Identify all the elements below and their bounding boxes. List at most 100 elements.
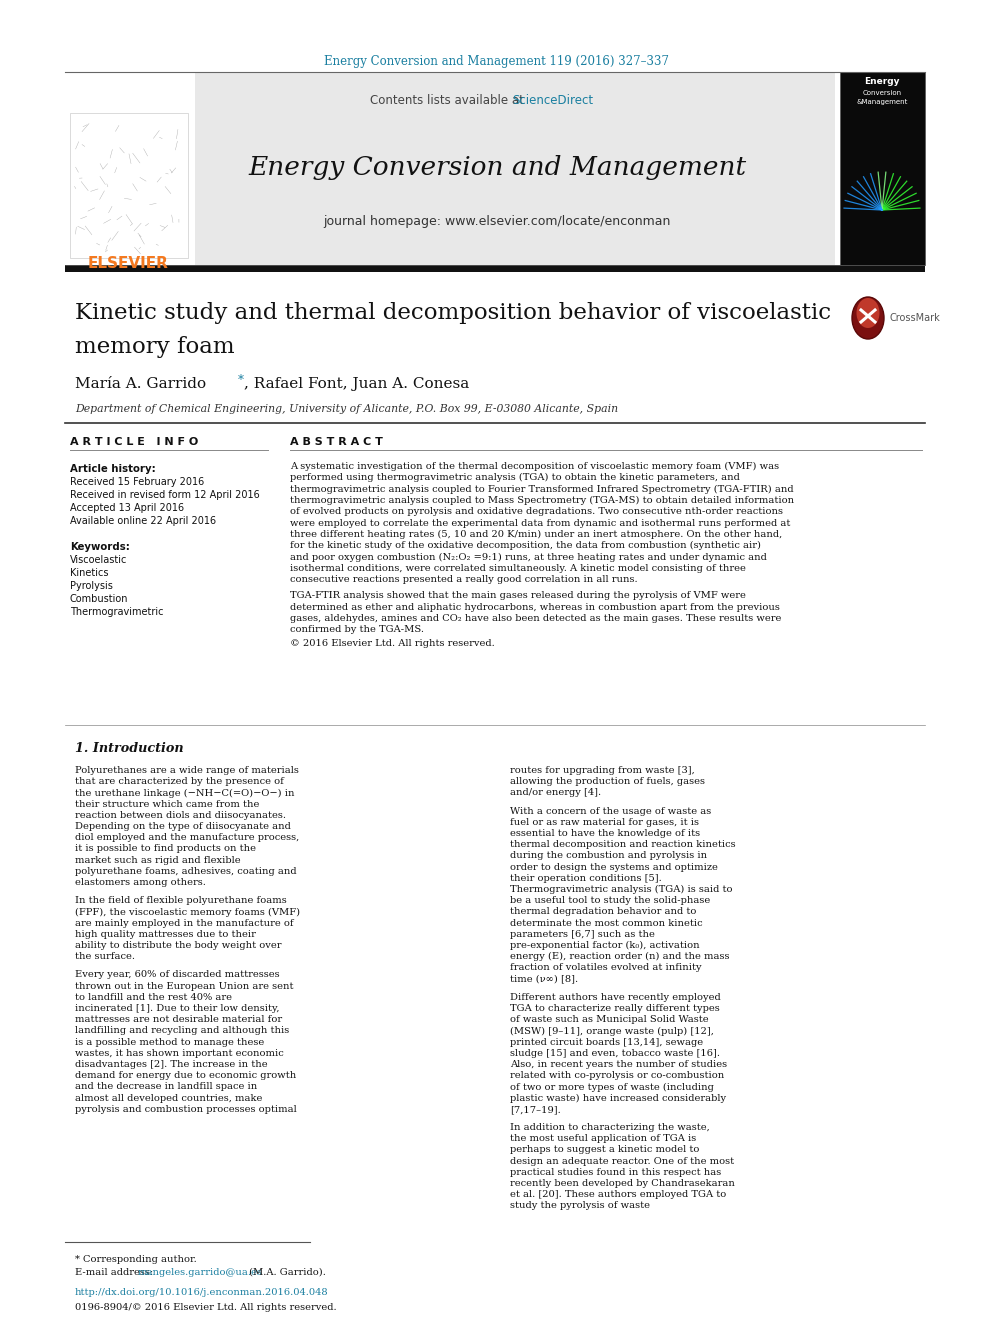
Text: high quality mattresses due to their: high quality mattresses due to their [75,930,256,939]
Text: market such as rigid and flexible: market such as rigid and flexible [75,856,241,865]
Text: journal homepage: www.elsevier.com/locate/enconman: journal homepage: www.elsevier.com/locat… [323,216,671,229]
Text: determined as ether and aliphatic hydrocarbons, whereas in combustion apart from: determined as ether and aliphatic hydroc… [290,602,780,611]
Text: almost all developed countries, make: almost all developed countries, make [75,1094,262,1102]
Text: printed circuit boards [13,14], sewage: printed circuit boards [13,14], sewage [510,1037,703,1046]
Bar [65,265,925,273]
Text: the surface.: the surface. [75,953,135,962]
Text: Depending on the type of diisocyanate and: Depending on the type of diisocyanate an… [75,822,291,831]
Text: plastic waste) have increased considerably: plastic waste) have increased considerab… [510,1094,726,1103]
Text: determinate the most common kinetic: determinate the most common kinetic [510,918,702,927]
Bar [195,71,835,265]
Text: Thermogravimetric: Thermogravimetric [70,607,164,617]
Text: (FPF), the viscoelastic memory foams (VMF): (FPF), the viscoelastic memory foams (VM… [75,908,301,917]
Text: Available online 22 April 2016: Available online 22 April 2016 [70,516,216,527]
Text: , Rafael Font, Juan A. Conesa: , Rafael Font, Juan A. Conesa [244,377,469,392]
Text: mattresses are not desirable material for: mattresses are not desirable material fo… [75,1015,282,1024]
Text: With a concern of the usage of waste as: With a concern of the usage of waste as [510,807,711,815]
Text: polyurethane foams, adhesives, coating and: polyurethane foams, adhesives, coating a… [75,867,297,876]
Text: CrossMark: CrossMark [890,314,940,323]
Text: of waste such as Municipal Solid Waste: of waste such as Municipal Solid Waste [510,1015,708,1024]
Text: Different authors have recently employed: Different authors have recently employed [510,992,721,1002]
Text: Energy: Energy [864,78,900,86]
Text: (MSW) [9–11], orange waste (pulp) [12],: (MSW) [9–11], orange waste (pulp) [12], [510,1027,714,1036]
Text: be a useful tool to study the solid-phase: be a useful tool to study the solid-phas… [510,896,710,905]
Text: 1. Introduction: 1. Introduction [75,741,184,754]
Text: ability to distribute the body weight over: ability to distribute the body weight ov… [75,941,282,950]
Text: reaction between diols and diisocyanates.: reaction between diols and diisocyanates… [75,811,286,820]
Text: for the kinetic study of the oxidative decomposition, the data from combustion (: for the kinetic study of the oxidative d… [290,541,761,550]
Text: Contents lists available at: Contents lists available at [370,94,528,106]
Text: demand for energy due to economic growth: demand for energy due to economic growth [75,1072,297,1080]
Text: Kinetics: Kinetics [70,568,108,578]
Text: In addition to characterizing the waste,: In addition to characterizing the waste, [510,1123,709,1132]
Text: during the combustion and pyrolysis in: during the combustion and pyrolysis in [510,852,707,860]
Text: Accepted 13 April 2016: Accepted 13 April 2016 [70,503,185,513]
Text: thrown out in the European Union are sent: thrown out in the European Union are sen… [75,982,294,991]
Text: *: * [238,374,244,388]
Text: Every year, 60% of discarded mattresses: Every year, 60% of discarded mattresses [75,970,280,979]
Text: * Corresponding author.: * Corresponding author. [75,1256,196,1263]
Text: E-mail address:: E-mail address: [75,1267,157,1277]
Bar [70,112,188,258]
Text: 0196-8904/© 2016 Elsevier Ltd. All rights reserved.: 0196-8904/© 2016 Elsevier Ltd. All right… [75,1303,336,1312]
Text: Received 15 February 2016: Received 15 February 2016 [70,478,204,487]
Text: TGA-FTIR analysis showed that the main gases released during the pyrolysis of VM: TGA-FTIR analysis showed that the main g… [290,591,746,601]
Text: thermal decomposition and reaction kinetics: thermal decomposition and reaction kinet… [510,840,736,849]
Text: that are characterized by the presence of: that are characterized by the presence o… [75,777,284,786]
Text: [7,17–19].: [7,17–19]. [510,1105,560,1114]
Text: isothermal conditions, were correlated simultaneously. A kinetic model consistin: isothermal conditions, were correlated s… [290,564,746,573]
Text: it is possible to find products on the: it is possible to find products on the [75,844,256,853]
Text: (M.A. Garrido).: (M.A. Garrido). [246,1267,326,1277]
Text: and poor oxygen combustion (N₂:O₂ =9:1) runs, at three heating rates and under d: and poor oxygen combustion (N₂:O₂ =9:1) … [290,553,767,561]
Text: related with co-pyrolysis or co-combustion: related with co-pyrolysis or co-combusti… [510,1072,724,1080]
Text: three different heating rates (5, 10 and 20 K/min) under an inert atmosphere. On: three different heating rates (5, 10 and… [290,529,783,538]
Text: Article history:: Article history: [70,464,156,474]
Text: diol employed and the manufacture process,: diol employed and the manufacture proces… [75,833,300,843]
Text: routes for upgrading from waste [3],: routes for upgrading from waste [3], [510,766,694,775]
Text: ELSEVIER: ELSEVIER [87,255,169,270]
Text: María A. Garrido: María A. Garrido [75,377,206,392]
Text: gases, aldehydes, amines and CO₂ have also been detected as the main gases. Thes: gases, aldehydes, amines and CO₂ have al… [290,614,782,623]
Text: and/or energy [4].: and/or energy [4]. [510,789,601,798]
Text: A B S T R A C T: A B S T R A C T [290,437,383,447]
Text: Kinetic study and thermal decomposition behavior of viscoelastic: Kinetic study and thermal decomposition … [75,302,831,324]
Text: practical studies found in this respect has: practical studies found in this respect … [510,1168,721,1176]
Text: is a possible method to manage these: is a possible method to manage these [75,1037,264,1046]
Text: Polyurethanes are a wide range of materials: Polyurethanes are a wide range of materi… [75,766,299,775]
Text: pre-exponential factor (k₀), activation: pre-exponential factor (k₀), activation [510,941,699,950]
Text: wastes, it has shown important economic: wastes, it has shown important economic [75,1049,284,1058]
Text: allowing the production of fuels, gases: allowing the production of fuels, gases [510,777,705,786]
Text: disadvantages [2]. The increase in the: disadvantages [2]. The increase in the [75,1060,268,1069]
Text: their structure which came from the: their structure which came from the [75,799,259,808]
Text: of evolved products on pyrolysis and oxidative degradations. Two consecutive nth: of evolved products on pyrolysis and oxi… [290,507,783,516]
Text: perhaps to suggest a kinetic model to: perhaps to suggest a kinetic model to [510,1146,699,1155]
Text: were employed to correlate the experimental data from dynamic and isothermal run: were employed to correlate the experimen… [290,519,791,528]
Text: TGA to characterize really different types: TGA to characterize really different typ… [510,1004,720,1013]
Text: landfilling and recycling and although this: landfilling and recycling and although t… [75,1027,290,1036]
Text: http://dx.doi.org/10.1016/j.enconman.2016.04.048: http://dx.doi.org/10.1016/j.enconman.201… [75,1289,328,1297]
Text: the most useful application of TGA is: the most useful application of TGA is [510,1134,696,1143]
Text: parameters [6,7] such as the: parameters [6,7] such as the [510,930,655,939]
Bar [840,71,925,265]
Text: essential to have the knowledge of its: essential to have the knowledge of its [510,830,700,837]
Text: Keywords:: Keywords: [70,542,130,552]
Text: Conversion: Conversion [862,90,902,97]
Text: ScienceDirect: ScienceDirect [512,94,593,106]
Text: incinerated [1]. Due to their low density,: incinerated [1]. Due to their low densit… [75,1004,280,1013]
Text: fuel or as raw material for gases, it is: fuel or as raw material for gases, it is [510,818,699,827]
Ellipse shape [852,296,884,339]
Text: of two or more types of waste (including: of two or more types of waste (including [510,1082,714,1091]
Text: are mainly employed in the manufacture of: are mainly employed in the manufacture o… [75,918,294,927]
Text: study the pyrolysis of waste: study the pyrolysis of waste [510,1201,650,1211]
Text: thermogravimetric analysis coupled to Fourier Transformed Infrared Spectrometry : thermogravimetric analysis coupled to Fo… [290,484,794,493]
Text: time (ν∞) [8].: time (ν∞) [8]. [510,975,578,983]
Text: their operation conditions [5].: their operation conditions [5]. [510,873,662,882]
Text: © 2016 Elsevier Ltd. All rights reserved.: © 2016 Elsevier Ltd. All rights reserved… [290,639,495,648]
Text: Also, in recent years the number of studies: Also, in recent years the number of stud… [510,1060,727,1069]
Text: Energy Conversion and Management 119 (2016) 327–337: Energy Conversion and Management 119 (20… [323,56,669,69]
Text: In the field of flexible polyurethane foams: In the field of flexible polyurethane fo… [75,896,287,905]
Text: order to design the systems and optimize: order to design the systems and optimize [510,863,718,872]
Text: A R T I C L E   I N F O: A R T I C L E I N F O [70,437,198,447]
Text: the urethane linkage (−NH−C(=O)−O−) in: the urethane linkage (−NH−C(=O)−O−) in [75,789,295,798]
Text: sludge [15] and even, tobacco waste [16].: sludge [15] and even, tobacco waste [16]… [510,1049,720,1058]
